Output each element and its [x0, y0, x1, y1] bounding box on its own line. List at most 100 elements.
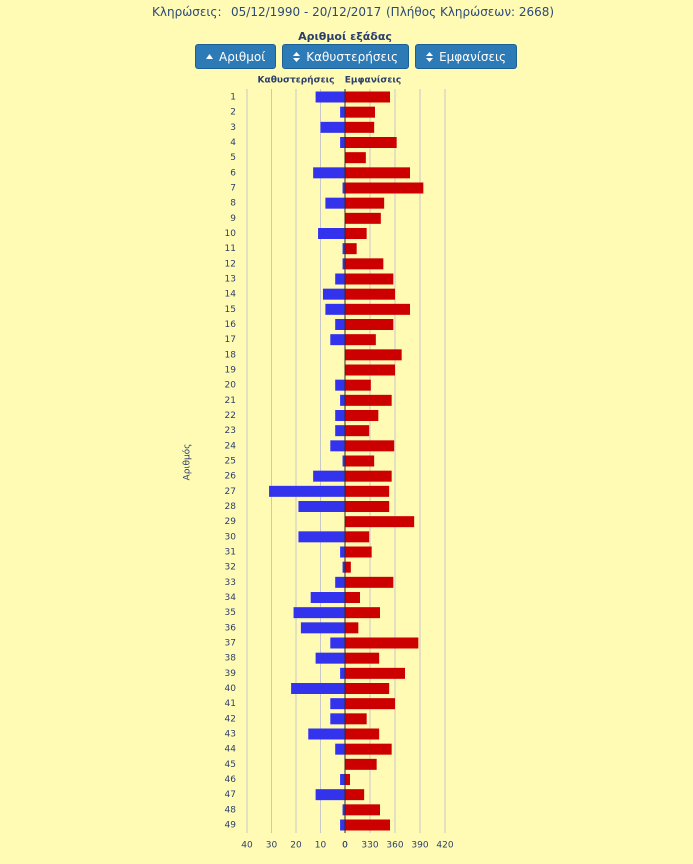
y-tick-label: 29 — [225, 517, 237, 527]
bar — [345, 804, 380, 816]
y-tick-label: 34 — [225, 593, 237, 603]
y-tick-label: 26 — [225, 472, 237, 482]
icon — [426, 51, 434, 62]
y-tick-label: 38 — [225, 654, 237, 664]
bar — [342, 804, 345, 816]
header-period: 05/12/1990 - 20/12/2017 — [231, 5, 382, 19]
y-tick-label: 15 — [225, 305, 236, 315]
bar — [293, 607, 345, 619]
y-tick-label: 32 — [225, 563, 236, 573]
y-tick-label: 4 — [230, 138, 236, 148]
x-tick-label: 40 — [241, 841, 253, 851]
bar — [330, 698, 345, 710]
button-bar: Αριθμοί Καθυστερήσεις Εμφανίσεις — [195, 44, 518, 69]
x-tick-label: 420 — [436, 841, 453, 851]
bar — [291, 683, 345, 694]
bar — [340, 394, 345, 406]
bar — [345, 182, 424, 194]
x-tick-label: 0 — [342, 841, 348, 851]
bar — [345, 364, 395, 376]
button[interactable]: Καθυστερήσεις — [282, 44, 410, 69]
bar — [342, 258, 345, 270]
bar — [345, 228, 367, 239]
legend-left: Καθυστερήσεις — [258, 76, 335, 86]
x-tick-label: 330 — [361, 841, 378, 851]
bar — [269, 485, 345, 497]
y-tick-label: 8 — [230, 199, 236, 209]
y-tick-label: 42 — [225, 714, 236, 724]
bar — [325, 197, 345, 209]
legend-right: Εμφανίσεις — [345, 75, 402, 86]
bar — [345, 819, 390, 831]
bar — [345, 152, 366, 164]
bar — [313, 470, 345, 482]
bar — [320, 121, 345, 133]
bar — [345, 197, 385, 209]
bar — [340, 546, 345, 558]
bar — [330, 637, 345, 649]
bar — [345, 440, 395, 452]
icon — [293, 51, 301, 62]
bar — [345, 91, 390, 103]
y-tick-label: 44 — [225, 745, 237, 755]
bar — [345, 592, 360, 603]
bar — [345, 258, 384, 270]
bar — [345, 774, 350, 785]
bar — [340, 819, 345, 831]
bar — [345, 410, 379, 421]
y-tick-label: 22 — [225, 411, 236, 421]
y-tick-label: 1 — [230, 93, 236, 103]
y-tick-label: 31 — [225, 548, 236, 558]
bar — [345, 303, 410, 315]
bar — [345, 683, 390, 694]
bar — [345, 758, 377, 770]
bar — [345, 561, 351, 573]
bar — [335, 410, 345, 421]
bar — [315, 789, 345, 801]
bar — [345, 273, 394, 285]
bar — [345, 576, 394, 588]
bar — [345, 243, 357, 255]
bar — [322, 288, 345, 300]
bar — [308, 728, 345, 740]
bar — [340, 106, 345, 118]
bar — [345, 137, 397, 148]
bar — [345, 713, 367, 725]
y-tick-label: 48 — [225, 805, 237, 815]
y-tick-label: 30 — [225, 532, 237, 542]
y-tick-label: 16 — [225, 320, 237, 330]
y-tick-label: 24 — [225, 441, 237, 451]
y-tick-label: 2 — [230, 108, 236, 118]
bar — [345, 516, 415, 528]
bar — [345, 637, 419, 649]
bar — [340, 774, 345, 785]
y-tick-label: 25 — [225, 457, 236, 467]
y-tick-label: 28 — [225, 502, 237, 512]
bar — [330, 440, 345, 452]
bar — [345, 288, 395, 300]
y-tick-label: 12 — [225, 259, 236, 269]
bar — [345, 212, 381, 224]
bar — [335, 319, 345, 330]
bar — [325, 303, 345, 315]
button[interactable]: Αριθμοί — [195, 44, 277, 69]
y-tick-label: 36 — [225, 623, 237, 633]
y-tick-label: 49 — [225, 821, 237, 831]
y-tick-label: 39 — [225, 669, 237, 679]
y-tick-label: 3 — [230, 123, 236, 133]
bar — [345, 106, 375, 118]
bar — [345, 728, 380, 740]
button[interactable]: Εμφανίσεις — [415, 44, 518, 69]
bar — [330, 713, 345, 725]
y-tick-label: 19 — [225, 366, 237, 376]
bar — [345, 667, 405, 679]
y-tick-label: 20 — [225, 381, 237, 391]
bar — [345, 546, 372, 558]
x-tick-label: 360 — [386, 841, 403, 851]
y-tick-label: 6 — [230, 168, 236, 178]
bar — [342, 561, 345, 573]
y-tick-label: 43 — [225, 730, 236, 740]
y-tick-label: 35 — [225, 608, 236, 618]
